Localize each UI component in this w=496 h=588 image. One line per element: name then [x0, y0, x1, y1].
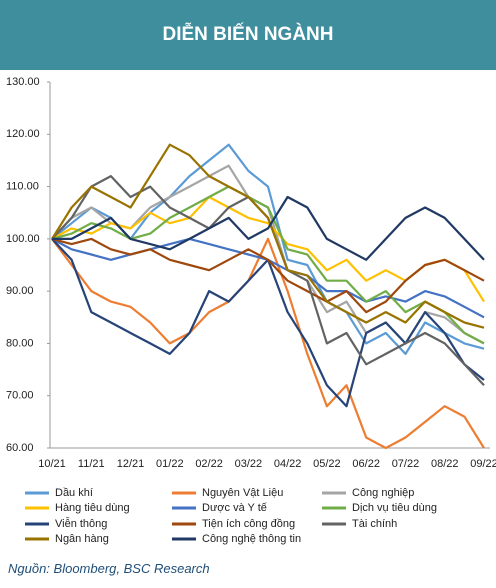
y-tick-label: 130.00 [6, 76, 40, 88]
x-tick-label: 05/22 [313, 458, 341, 470]
series-line [51, 164, 485, 345]
chart-title: DIỄN BIẾN NGÀNH [162, 23, 333, 45]
series-line [51, 237, 485, 314]
series-line [51, 195, 485, 303]
series-line [51, 185, 485, 345]
x-tick-label: 11/21 [78, 458, 105, 470]
x-tick-label: 06/22 [352, 458, 380, 470]
legend-label: Hàng tiêu dùng [55, 502, 130, 514]
x-tick-label: 09/22 [470, 458, 496, 470]
series-line [52, 195, 485, 261]
legend-label: Công nghệ thông tin [202, 533, 301, 545]
x-tick-label: 01/22 [156, 458, 184, 470]
header [0, 0, 496, 70]
legend-label: Công nghiệp [352, 487, 414, 499]
legend-label: Dầu khí [55, 487, 93, 499]
legend-label: Ngân hàng [55, 533, 109, 545]
legend-label: Nguyên Vật Liệu [202, 487, 283, 499]
y-tick-label: 70.00 [6, 390, 34, 402]
x-tick-label: 12/21 [117, 458, 145, 470]
series-line [51, 143, 485, 329]
source: Nguồn: Bloomberg, BSC Research [8, 561, 210, 576]
y-tick-label: 90.00 [6, 285, 34, 297]
legend-label: Dịch vụ tiêu dùng [352, 502, 437, 514]
y-tick-label: 60.00 [6, 442, 34, 454]
legend-label: Tài chính [352, 518, 397, 530]
y-tick-label: 120.00 [6, 128, 40, 140]
y-tick-label: 110.00 [6, 180, 39, 192]
legend-label: Dược và Y tế [202, 502, 267, 514]
legend-label: Tiện ích công đồng [202, 518, 295, 530]
legend-label: Viễn thông [55, 517, 107, 530]
x-tick-label: 08/22 [431, 458, 459, 470]
y-tick-label: 80.00 [6, 337, 34, 349]
x-tick-label: 02/22 [195, 458, 223, 470]
series-line [51, 238, 485, 408]
series-line [51, 237, 485, 450]
x-tick-label: 04/22 [274, 458, 302, 470]
x-tick-label: 03/22 [235, 458, 263, 470]
x-tick-label: 07/22 [392, 458, 420, 470]
x-tick-label: 10/21 [38, 458, 66, 470]
y-tick-label: 100.00 [6, 233, 40, 245]
